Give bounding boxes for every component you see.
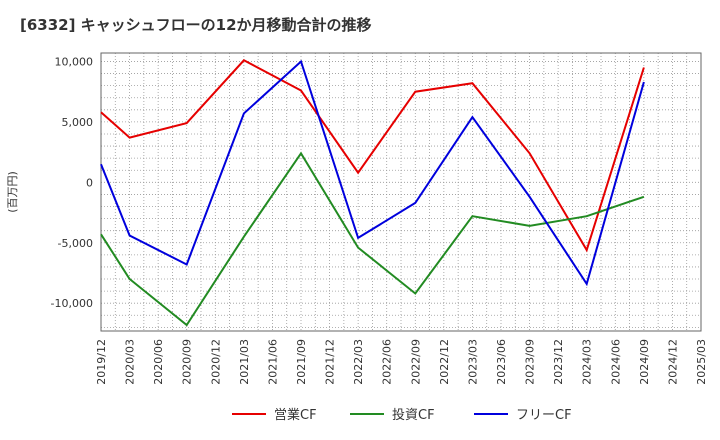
- legend: 営業CF 投資CF フリーCF: [232, 407, 572, 423]
- x-tick-label: 2020/09: [181, 339, 194, 385]
- legend-label: 投資CF: [392, 407, 435, 423]
- y-tick-label: -5,000: [58, 237, 93, 250]
- x-tick-label: 2022/09: [409, 339, 422, 385]
- x-tick-label: 2023/03: [466, 339, 479, 385]
- x-tick-label: 2022/06: [381, 339, 394, 385]
- series-line-1: [100, 59, 645, 253]
- x-axis-ticks: 2019/12 2020/03 2020/06 2020/09 2020/12 2021/…: [95, 339, 708, 385]
- x-tick-label: 2023/12: [552, 339, 565, 385]
- y-tick-label: 10,000: [55, 55, 94, 68]
- x-tick-label: 2024/12: [666, 339, 679, 385]
- x-tick-label: 2024/06: [609, 339, 622, 385]
- x-tick-label: 2021/12: [324, 339, 337, 385]
- x-tick-label: 2020/03: [124, 339, 137, 385]
- legend-label: 営業CF: [274, 407, 317, 423]
- grid: [100, 53, 702, 331]
- y-tick-label: 5,000: [62, 116, 94, 129]
- x-tick-label: 2022/03: [352, 339, 365, 385]
- plot-border: [100, 52, 702, 332]
- x-tick-label: 2020/06: [152, 339, 165, 385]
- series-line-3: [100, 59, 645, 287]
- series-line-2: [100, 151, 645, 327]
- x-tick-label: 2025/03: [695, 339, 708, 385]
- x-tick-label: 2021/09: [295, 339, 308, 385]
- y-tick-label: -10,000: [51, 297, 93, 310]
- legend-label: フリーCF: [516, 408, 572, 423]
- x-tick-label: 2024/03: [581, 339, 594, 385]
- x-tick-label: 2024/09: [638, 339, 651, 385]
- x-tick-label: 2021/06: [266, 339, 279, 385]
- chart-title: [6332] キャッシュフローの12か月移動合計の推移: [20, 16, 372, 34]
- x-tick-label: 2021/03: [238, 339, 251, 385]
- x-tick-label: 2019/12: [95, 339, 108, 385]
- x-tick-label: 2022/12: [438, 339, 451, 385]
- y-axis-label: (百万円): [6, 171, 19, 213]
- y-axis-ticks: 10,000 5,000 0 -5,000 -10,000: [51, 55, 93, 310]
- series-lines: [100, 59, 645, 327]
- y-tick-label: 0: [86, 176, 93, 189]
- x-tick-label: 2023/06: [495, 339, 508, 385]
- x-tick-label: 2020/12: [209, 339, 222, 385]
- x-tick-label: 2023/09: [524, 339, 537, 385]
